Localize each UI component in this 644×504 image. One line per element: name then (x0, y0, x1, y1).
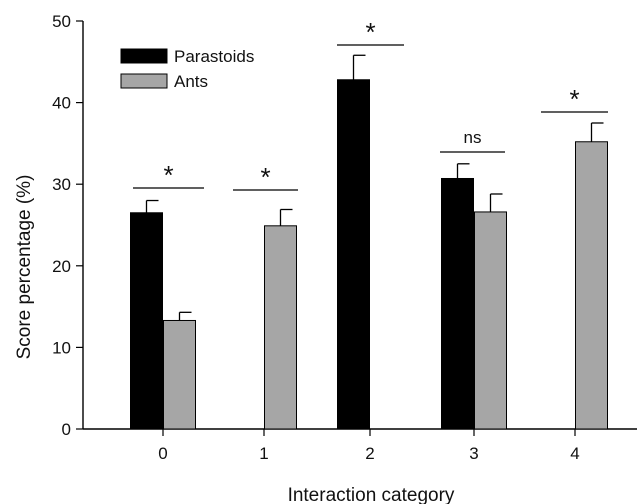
bars (130, 54, 608, 430)
y-tick-label: 10 (52, 338, 71, 357)
legend-swatch-parastoids (120, 48, 168, 64)
y-tick-label: 50 (52, 12, 71, 31)
legend-label-ants: Ants (174, 72, 208, 91)
bar-parastoids (337, 79, 370, 430)
bar-ants (264, 225, 297, 430)
y-tick-label: 40 (52, 94, 71, 113)
y-axis-title: Score percentage (%) (14, 175, 35, 360)
significance-label: * (163, 160, 173, 190)
x-tick-label: 0 (158, 444, 167, 463)
x-tick-label: 4 (570, 444, 579, 463)
significance-label: * (569, 84, 579, 114)
significance-markers: * * * ns * (133, 17, 608, 192)
bar-parastoids (130, 212, 163, 430)
bar-ants (163, 319, 196, 430)
axes: 0 10 20 30 40 50 0 1 2 3 4 (52, 12, 637, 463)
x-tick-label: 3 (469, 444, 478, 463)
y-tick-label: 30 (52, 175, 71, 194)
x-tick-label: 2 (365, 444, 374, 463)
legend-swatch-ants (120, 73, 168, 89)
y-tick-label: 20 (52, 257, 71, 276)
bar-ants (474, 211, 507, 430)
y-tick-label: 0 (62, 420, 71, 439)
bar-ants (575, 141, 608, 430)
significance-label: * (365, 17, 375, 47)
legend: Parastoids Ants (120, 47, 254, 91)
legend-label-parastoids: Parastoids (174, 47, 254, 66)
x-tick-label: 1 (259, 444, 268, 463)
x-axis-title: Interaction category (288, 485, 455, 504)
significance-label: ns (464, 128, 482, 147)
bar-parastoids (441, 177, 474, 430)
significance-label: * (260, 162, 270, 192)
